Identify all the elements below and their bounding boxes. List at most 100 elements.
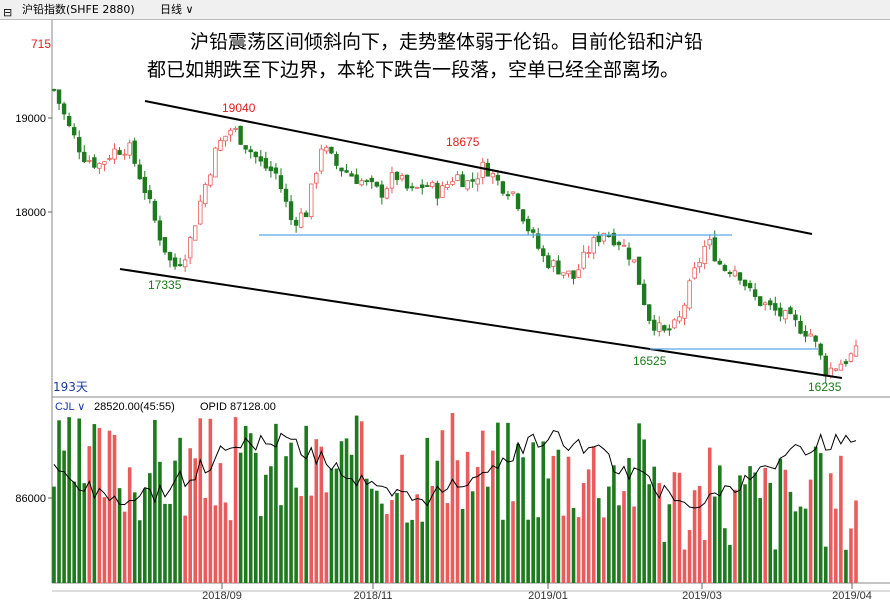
candle-body [636, 256, 642, 285]
volume-bar [425, 437, 430, 583]
price-label: 19040 [222, 101, 256, 115]
volume-bar [178, 437, 182, 583]
volume-bar [314, 439, 319, 583]
candle-body [536, 233, 541, 249]
volume-bar [662, 541, 667, 583]
volume-bar [460, 508, 465, 583]
volume-bar [445, 503, 450, 583]
candle-body [258, 156, 264, 162]
candle-body [349, 173, 354, 177]
volume-bar [556, 449, 561, 583]
volume-bar [607, 486, 611, 583]
volume-bar [253, 452, 258, 583]
volume-bar [364, 478, 369, 583]
vol-tick-label: 86000 [15, 493, 46, 505]
candle-body [455, 174, 460, 181]
volume-bar [183, 515, 187, 583]
volume-bar [233, 417, 238, 583]
candle-body [641, 283, 647, 306]
volume-bar [430, 485, 435, 583]
volume-bar [496, 422, 500, 583]
volume-bar [112, 434, 117, 583]
volume-bar [511, 501, 515, 583]
candle-body [82, 151, 87, 163]
volume-bar [107, 430, 112, 583]
candle-body [747, 282, 753, 289]
volume-bar [127, 467, 132, 583]
candle-body [248, 149, 253, 153]
volume-bar [213, 505, 218, 583]
candle-body [71, 127, 77, 136]
volume-bar [491, 450, 495, 583]
volume-bar [435, 460, 440, 583]
candle-body [273, 167, 279, 174]
candle-body [737, 272, 743, 281]
channel-upper-line [144, 100, 813, 235]
candle-body [853, 345, 859, 357]
candle-body [657, 322, 662, 332]
volume-bar [753, 472, 757, 583]
volume-bar [168, 503, 172, 583]
candle-body [732, 270, 738, 277]
chart-window-icon[interactable]: ⊟ [3, 6, 13, 19]
volume-bar [218, 463, 223, 583]
candle-body [606, 235, 612, 238]
candle-body [788, 307, 793, 315]
candle-body [601, 232, 606, 242]
candle-body [631, 259, 637, 263]
candle-body [677, 316, 682, 322]
candle-body [268, 166, 274, 172]
volume-bar [707, 447, 712, 583]
chevron-down-icon: ∨ [182, 3, 194, 16]
volume-bar [823, 546, 828, 583]
volume-bar [122, 511, 127, 583]
candle-body [495, 174, 501, 181]
candle-body [364, 180, 369, 183]
y-tick-label: 18000 [15, 207, 46, 219]
candle-body [727, 271, 733, 275]
open-interest-line [53, 429, 857, 509]
candle-body [193, 225, 198, 241]
volume-bar [72, 481, 76, 583]
candle-body [662, 325, 667, 331]
volume-bar [844, 549, 848, 583]
volume-bar [738, 475, 742, 583]
period-selector[interactable]: 日线 ∨ [160, 0, 194, 19]
candle-body [404, 174, 410, 189]
volume-bar [294, 487, 298, 583]
candle-body [203, 184, 208, 205]
volume-bar [259, 516, 263, 583]
candle-body [132, 140, 137, 164]
volume-bar [309, 495, 314, 583]
price-label: 18675 [446, 135, 480, 149]
candle-body [102, 161, 107, 165]
candle-body [450, 181, 455, 185]
candle-body [591, 237, 596, 254]
symbol-label: 沪铅指数(SHFE 2880) [22, 3, 135, 16]
volume-bar [465, 451, 470, 583]
candle-body [576, 269, 581, 278]
candle-body [172, 257, 178, 267]
candle-body [409, 186, 415, 189]
volume-bar [395, 492, 399, 583]
volume-bar [667, 504, 672, 583]
candle-body [142, 176, 147, 193]
volume-bar [354, 415, 359, 583]
volume-bar [375, 490, 379, 583]
candle-body [298, 212, 304, 228]
volume-bar [132, 492, 137, 583]
volume-bar [228, 520, 233, 583]
volume-bar [248, 433, 253, 583]
volume-bar [410, 519, 414, 583]
volume-bar [687, 530, 692, 583]
volume-bar [849, 528, 853, 583]
volume-bar [380, 503, 384, 583]
volume-bar [506, 422, 510, 583]
volume-bar [647, 484, 651, 583]
candle-body [228, 129, 233, 136]
volume-bar [854, 500, 858, 583]
candle-body [187, 237, 193, 259]
candle-body [425, 185, 430, 187]
opid-value: OPID 87128.00 [200, 401, 276, 413]
